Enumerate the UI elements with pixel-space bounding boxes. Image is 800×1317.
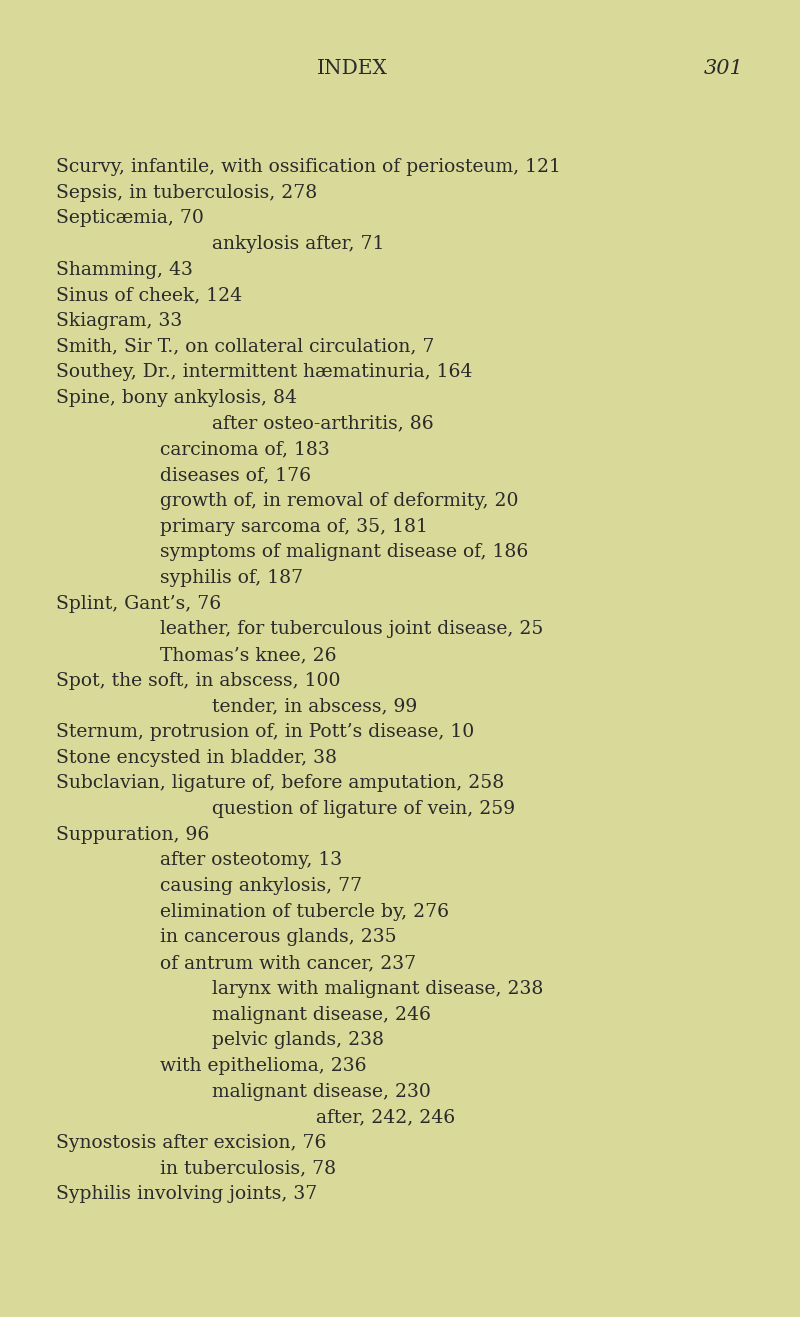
Text: question of ligature of vein, 259: question of ligature of vein, 259 xyxy=(212,801,515,818)
Text: Splint, Gant’s, 76: Splint, Gant’s, 76 xyxy=(56,595,221,612)
Text: leather, for tuberculous joint disease, 25: leather, for tuberculous joint disease, … xyxy=(160,620,543,639)
Text: carcinoma of, 183: carcinoma of, 183 xyxy=(160,441,330,458)
Text: Spine, bony ankylosis, 84: Spine, bony ankylosis, 84 xyxy=(56,390,297,407)
Text: primary sarcoma of, 35, 181: primary sarcoma of, 35, 181 xyxy=(160,518,428,536)
Text: after osteo-arthritis, 86: after osteo-arthritis, 86 xyxy=(212,415,434,433)
Text: elimination of tubercle by, 276: elimination of tubercle by, 276 xyxy=(160,903,449,921)
Text: larynx with malignant disease, 238: larynx with malignant disease, 238 xyxy=(212,980,543,998)
Text: Suppuration, 96: Suppuration, 96 xyxy=(56,826,210,844)
Text: malignant disease, 246: malignant disease, 246 xyxy=(212,1006,431,1023)
Text: diseases of, 176: diseases of, 176 xyxy=(160,466,311,485)
Text: Stone encysted in bladder, 38: Stone encysted in bladder, 38 xyxy=(56,749,337,766)
Text: in tuberculosis, 78: in tuberculosis, 78 xyxy=(160,1159,336,1177)
Text: Sepsis, in tuberculosis, 278: Sepsis, in tuberculosis, 278 xyxy=(56,184,318,202)
Text: Southey, Dr., intermittent hæmatinuria, 164: Southey, Dr., intermittent hæmatinuria, … xyxy=(56,363,472,382)
Text: tender, in abscess, 99: tender, in abscess, 99 xyxy=(212,698,418,715)
Text: symptoms of malignant disease of, 186: symptoms of malignant disease of, 186 xyxy=(160,544,528,561)
Text: pelvic glands, 238: pelvic glands, 238 xyxy=(212,1031,384,1050)
Text: in cancerous glands, 235: in cancerous glands, 235 xyxy=(160,928,397,947)
Text: Smith, Sir T., on collateral circulation, 7: Smith, Sir T., on collateral circulation… xyxy=(56,337,434,356)
Text: after, 242, 246: after, 242, 246 xyxy=(316,1109,455,1126)
Text: of antrum with cancer, 237: of antrum with cancer, 237 xyxy=(160,955,416,972)
Text: Sternum, protrusion of, in Pott’s disease, 10: Sternum, protrusion of, in Pott’s diseas… xyxy=(56,723,474,741)
Text: Shamming, 43: Shamming, 43 xyxy=(56,261,193,279)
Text: Skiagram, 33: Skiagram, 33 xyxy=(56,312,182,331)
Text: Sinus of cheek, 124: Sinus of cheek, 124 xyxy=(56,287,242,304)
Text: growth of, in removal of deformity, 20: growth of, in removal of deformity, 20 xyxy=(160,493,518,510)
Text: Synostosis after excision, 76: Synostosis after excision, 76 xyxy=(56,1134,326,1152)
Text: ankylosis after, 71: ankylosis after, 71 xyxy=(212,236,384,253)
Text: after osteotomy, 13: after osteotomy, 13 xyxy=(160,852,342,869)
Text: INDEX: INDEX xyxy=(317,59,387,78)
Text: Scurvy, infantile, with ossification of periosteum, 121: Scurvy, infantile, with ossification of … xyxy=(56,158,561,176)
Text: Thomas’s knee, 26: Thomas’s knee, 26 xyxy=(160,647,337,664)
Text: syphilis of, 187: syphilis of, 187 xyxy=(160,569,303,587)
Text: causing ankylosis, 77: causing ankylosis, 77 xyxy=(160,877,362,896)
Text: Subclavian, ligature of, before amputation, 258: Subclavian, ligature of, before amputati… xyxy=(56,774,504,793)
Text: with epithelioma, 236: with epithelioma, 236 xyxy=(160,1056,366,1075)
Text: Syphilis involving joints, 37: Syphilis involving joints, 37 xyxy=(56,1185,318,1204)
Text: Spot, the soft, in abscess, 100: Spot, the soft, in abscess, 100 xyxy=(56,672,341,690)
Text: malignant disease, 230: malignant disease, 230 xyxy=(212,1083,431,1101)
Text: Septicæmia, 70: Septicæmia, 70 xyxy=(56,209,204,228)
Text: 301: 301 xyxy=(704,59,744,78)
